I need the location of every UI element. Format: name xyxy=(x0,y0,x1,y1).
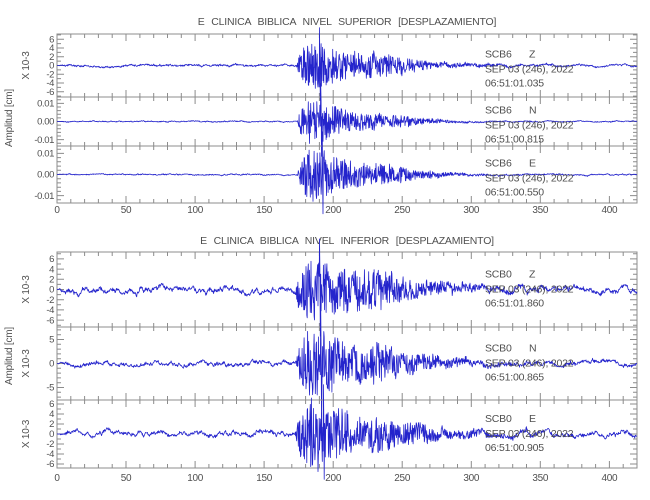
y-tick-label: -2 xyxy=(46,70,54,81)
y-tick-label: 2 xyxy=(49,419,54,430)
x-tick-label: 300 xyxy=(463,473,480,484)
y-tick-label: 0 xyxy=(49,359,54,370)
x-tick-label: 300 xyxy=(463,205,480,216)
axis-ticks xyxy=(56,327,638,400)
component-label: N xyxy=(529,105,536,117)
figure-title: E CLINICA BIBLICA NIVEL INFERIOR [DESPLA… xyxy=(200,235,494,247)
waveform-SCB6-Z xyxy=(57,27,638,101)
y-unit-label: X 10-3 xyxy=(21,51,32,80)
y-tick-label: -4 xyxy=(46,449,54,460)
y-tick-label: 4 xyxy=(49,43,54,54)
x-tick-label: 100 xyxy=(187,205,204,216)
station-label: SCB6 xyxy=(485,158,512,170)
date-label: SEP 03 (246), 2022 xyxy=(485,358,574,370)
date-label: SEP 03 (246), 2022 xyxy=(485,64,574,76)
waveform-SCB0-E xyxy=(57,384,638,480)
y-tick-label: 4 xyxy=(49,409,54,420)
date-label: SEP 03 (246), 2022 xyxy=(485,284,574,296)
x-tick-label: 50 xyxy=(121,205,132,216)
y-tick-label: -5 xyxy=(46,383,54,394)
y-tick-label: 0.01 xyxy=(37,99,54,110)
date-label: SEP 03 (246), 2022 xyxy=(485,120,574,132)
station-label: SCB0 xyxy=(485,413,512,425)
y-tick-label: 0 xyxy=(49,429,54,440)
x-tick-label: 200 xyxy=(325,205,342,216)
time-label: 06:51:00.865 xyxy=(485,372,544,384)
y-tick-label: -4 xyxy=(46,78,54,89)
x-tick-label: 400 xyxy=(602,473,619,484)
time-label: 06:51:00.550 xyxy=(485,187,544,199)
y-unit-label: X 10-3 xyxy=(21,349,32,378)
waveform-SCB0-N xyxy=(56,304,638,418)
y-tick-label: 6 xyxy=(49,399,54,410)
x-tick-label: 100 xyxy=(187,473,204,484)
y-tick-label: 0 xyxy=(49,285,54,296)
y-tick-label: -0.01 xyxy=(34,135,54,146)
x-tick-label: 350 xyxy=(532,205,549,216)
station-label: SCB0 xyxy=(485,343,512,355)
station-label: SCB6 xyxy=(485,49,512,61)
x-tick-label: 0 xyxy=(54,205,60,216)
y-tick-label: 0 xyxy=(49,61,54,72)
y-tick-label: 0.01 xyxy=(37,149,54,160)
x-tick-label: 350 xyxy=(532,473,549,484)
x-tick-label: 0 xyxy=(54,473,60,484)
y-tick-label: 6 xyxy=(49,254,54,265)
date-label: SEP 03 (246), 2022 xyxy=(485,173,574,185)
station-label: SCB6 xyxy=(485,105,512,117)
y-tick-label: 6 xyxy=(49,35,54,46)
y-tick-label: -6 xyxy=(46,459,54,470)
y-tick-label: -2 xyxy=(46,295,54,306)
x-tick-label: 250 xyxy=(394,473,411,484)
y-unit-label: X 10-3 xyxy=(21,275,32,304)
axis-ticks xyxy=(56,146,638,203)
component-label: E xyxy=(529,158,536,170)
time-label: 06:51:00.815 xyxy=(485,134,544,146)
date-label: SEP 03 (246), 2022 xyxy=(485,428,574,440)
y-tick-label: -2 xyxy=(46,439,54,450)
waveform-SCB6-N xyxy=(57,83,638,157)
component-label: Z xyxy=(529,49,536,61)
figure-superior: E CLINICA BIBLICA NIVEL SUPERIOR [DESPLA… xyxy=(4,16,638,216)
x-tick-label: 150 xyxy=(256,205,273,216)
y-tick-label: 2 xyxy=(49,275,54,286)
time-label: 06:51:01.860 xyxy=(485,298,544,310)
x-tick-label: 150 xyxy=(256,473,273,484)
component-label: Z xyxy=(529,269,536,281)
y-tick-label: -6 xyxy=(46,315,54,326)
y-tick-label: 0.00 xyxy=(37,170,54,181)
y-axis-label: Amplitud [cm] xyxy=(4,327,15,385)
station-label: SCB0 xyxy=(485,269,512,281)
y-tick-label: 2 xyxy=(49,52,54,63)
y-tick-label: 5 xyxy=(49,335,54,346)
y-unit-label: X 10-3 xyxy=(21,419,32,448)
axis-ticks xyxy=(56,400,638,468)
y-tick-label: -4 xyxy=(46,305,54,316)
y-tick-label: 4 xyxy=(49,264,54,275)
y-axis-label: Amplitud [cm] xyxy=(4,89,15,147)
figure-inferior: E CLINICA BIBLICA NIVEL INFERIOR [DESPLA… xyxy=(4,235,638,484)
x-tick-label: 400 xyxy=(602,205,619,216)
figure-title: E CLINICA BIBLICA NIVEL SUPERIOR [DESPLA… xyxy=(198,16,497,28)
x-tick-label: 50 xyxy=(121,473,132,484)
component-label: E xyxy=(529,413,536,425)
time-label: 06:51:01.035 xyxy=(485,78,544,90)
time-label: 06:51:00.905 xyxy=(485,442,544,454)
waveform-SCB0-Z xyxy=(56,238,638,337)
axis-ticks xyxy=(56,97,638,146)
waveform-SCB6-E xyxy=(57,131,638,215)
x-tick-label: 250 xyxy=(394,205,411,216)
component-label: N xyxy=(529,343,536,355)
x-tick-label: 200 xyxy=(325,473,342,484)
y-tick-label: -0.01 xyxy=(34,191,54,202)
y-tick-label: 0.00 xyxy=(37,117,54,128)
y-tick-label: -6 xyxy=(46,87,54,98)
